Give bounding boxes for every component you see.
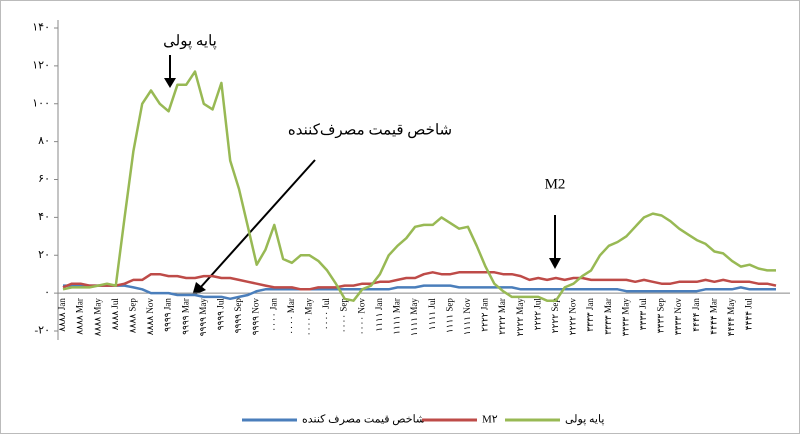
x-tick-label: ۸۸۸۸ Jul (110, 298, 120, 331)
x-tick-label: ۴۴۴۴ May (726, 298, 736, 337)
x-tick-label: ۳۳۳۳ Jan (585, 298, 595, 332)
arrow-head (164, 78, 176, 88)
arrow (199, 159, 316, 289)
x-tick-label: ۸۸۸۸ Mar (75, 298, 85, 335)
series-line (63, 284, 776, 301)
series-line (62, 271, 777, 291)
y-tick-label: ۰ (44, 287, 50, 299)
x-tick-label: ۰۰۰۰ Jul (321, 298, 331, 331)
x-tick-label: ۹۹۹۹ Nov (251, 298, 261, 336)
x-tick-label: ۹۹۹۹ Jul (216, 298, 226, 331)
x-tick-label: ۲۲۲۲ Jan (480, 298, 490, 332)
x-tick-label: ۲۲۲۲ Jul (532, 298, 542, 331)
x-tick-label: ۰۰۰۰ Sep (339, 298, 349, 334)
y-tick-label: ۱۰۰ (32, 97, 50, 109)
x-tick-label: ۹۹۹۹ May (198, 298, 208, 337)
annotation: پایه پولی (163, 33, 217, 49)
x-tick-label: ۴۴۴۴ Jul (744, 298, 754, 331)
x-tick-label: ۴۴۴۴ Mar (708, 298, 718, 335)
y-tick-label: ۱۴۰ (32, 22, 50, 34)
arrow-head (549, 258, 561, 269)
x-tick-label: ۸۸۸۸ Sep (127, 298, 137, 334)
x-tick-label: ۳۳۳۳ Nov (673, 298, 683, 336)
x-tick-label: ۱۱۱۱ Nov (462, 298, 472, 336)
x-tick-label: ۳۳۳۳ Jul (638, 298, 648, 331)
x-tick-label: ۰۰۰۰ Jan (268, 298, 278, 332)
annotation: M2 (545, 176, 566, 192)
x-tick-label: ۹۹۹۹ Jan (163, 298, 173, 332)
y-tick-label: ۴۰ (38, 211, 50, 223)
y-tick-label: ۱۲۰ (32, 59, 50, 71)
annotation: شاخص قیمت مصرف‌کننده (288, 122, 452, 138)
legend-label: پایه پولی (565, 414, 604, 426)
x-tick-label: ۹۹۹۹ Sep (233, 298, 243, 334)
x-tick-label: ۱۱۱۱ May (409, 298, 419, 337)
x-tick-label: ۱۱۱۱ Mar (392, 298, 402, 335)
x-tick-label: ۳۳۳۳ Sep (656, 298, 666, 334)
x-tick-label: ۲۲۲۲ Nov (568, 298, 578, 336)
x-tick-label: ۲۲۲۲ Sep (550, 298, 560, 334)
x-tick-label: ۳۳۳۳ Mar (603, 298, 613, 335)
legend-label: M۲ (482, 414, 498, 426)
series-line (62, 70, 776, 302)
x-tick-label: ۴۴۴۴ Jan (691, 298, 701, 332)
x-tick-label: ۰۰۰۰ Nov (356, 298, 366, 336)
x-tick-label: ۳۳۳۳ May (620, 298, 630, 337)
x-tick-label: ۰۰۰۰ May (304, 298, 314, 337)
x-tick-label: ۱۱۱۱ Sep (444, 298, 454, 334)
x-tick-label: ۸۸۸۸ Jan (57, 298, 67, 332)
legend-label: شاخص قیمت مصرف کننده (302, 414, 425, 426)
arrow-head (192, 282, 206, 296)
x-tick-label: ۱۱۱۱ Jul (427, 298, 437, 331)
x-tick-label: ۹۹۹۹ Mar (180, 298, 190, 335)
y-tick-label: ۶۰ (38, 173, 50, 185)
y-tick-label: ۸۰ (38, 135, 50, 147)
y-tick-label: -۲۰ (35, 325, 50, 337)
x-tick-label: ۲۲۲۲ Mar (497, 298, 507, 335)
x-tick-label: ۸۸۸۸ Nov (145, 298, 155, 336)
x-tick-label: ۱۱۱۱ Jan (374, 298, 384, 332)
y-tick-label: ۲۰ (38, 249, 50, 261)
x-tick-label: ۰۰۰۰ Mar (286, 298, 296, 335)
x-tick-label: ۲۲۲۲ May (515, 298, 525, 337)
x-tick-label: ۸۸۸۸ May (92, 298, 102, 337)
